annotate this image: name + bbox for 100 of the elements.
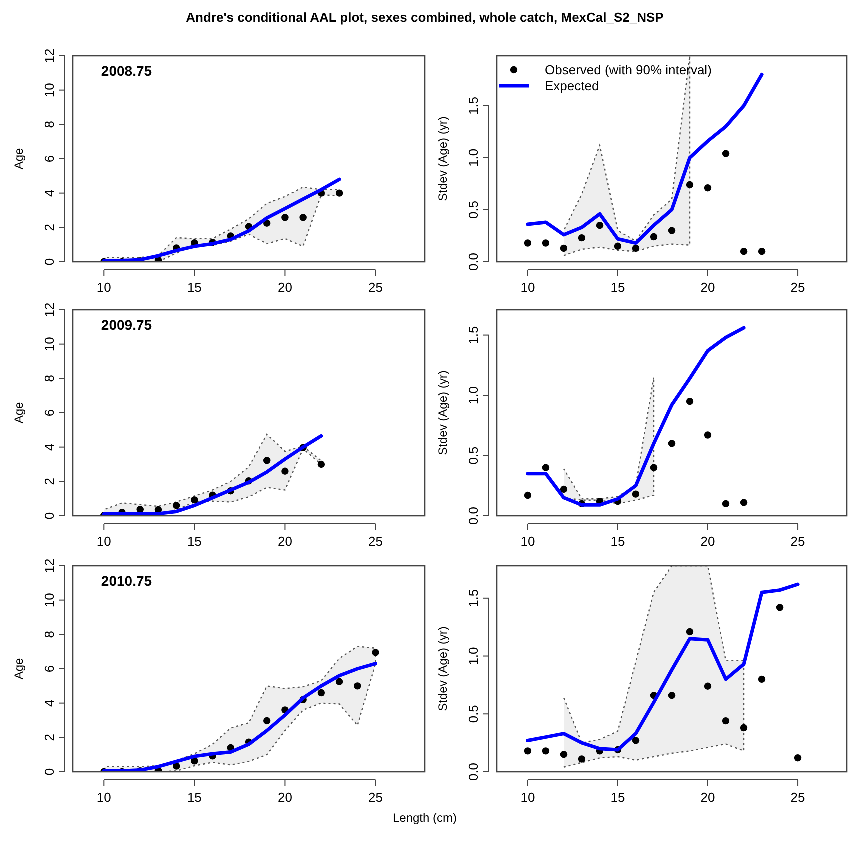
- x-tick-label: 10: [520, 534, 536, 549]
- y-tick-label: 1.0: [466, 386, 481, 405]
- x-tick-label: 10: [520, 790, 536, 805]
- y-tick-label: 10: [42, 83, 57, 98]
- y-tick-label: 8: [42, 631, 57, 638]
- x-tick-label: 15: [187, 790, 202, 805]
- x-tick-label: 25: [368, 534, 383, 549]
- y-tick-label: 0.0: [466, 762, 481, 782]
- annotation: 2008.75: [101, 63, 152, 79]
- y-tick-label: 6: [42, 665, 57, 673]
- y-tick-label: 0.0: [466, 506, 481, 526]
- y-tick-label: 2: [42, 224, 57, 232]
- y-axis-title: Age: [12, 148, 26, 170]
- point: [191, 758, 198, 765]
- point: [704, 184, 712, 192]
- point: [318, 689, 326, 697]
- point: [354, 682, 362, 690]
- x-tick-label: 10: [96, 790, 112, 805]
- point: [542, 748, 550, 755]
- legend-label: Observed (with 90% interval): [545, 62, 712, 78]
- point: [542, 240, 550, 247]
- point: [336, 678, 344, 686]
- point: [758, 248, 766, 256]
- x-tick-label: 20: [700, 534, 716, 549]
- y-tick-label: 1.5: [466, 96, 481, 115]
- point: [191, 496, 198, 504]
- point: [794, 754, 802, 762]
- x-tick-label: 15: [610, 534, 626, 549]
- point: [136, 506, 144, 514]
- x-tick-label: 15: [610, 790, 626, 805]
- point: [668, 440, 676, 448]
- y-axis-title: Stdev (Age) (yr): [436, 116, 450, 202]
- y-tick-label: 12: [42, 48, 57, 64]
- point: [704, 432, 712, 439]
- y-tick-label: 0.5: [466, 200, 481, 220]
- annotation: 2009.75: [101, 317, 152, 333]
- x-tick-label: 25: [368, 280, 383, 295]
- point: [300, 214, 307, 222]
- y-tick-label: 0.5: [466, 705, 481, 724]
- point: [722, 500, 730, 508]
- x-tick-label: 20: [278, 534, 292, 549]
- x-axis-title: Length (cm): [392, 811, 458, 825]
- y-axis-title: Age: [12, 658, 26, 680]
- point: [722, 150, 730, 158]
- x-tick-label: 20: [278, 790, 292, 805]
- y-tick-label: 12: [42, 558, 57, 574]
- x-tick-label: 15: [610, 280, 626, 295]
- y-tick-label: 0: [42, 258, 57, 266]
- x-tick-label: 25: [790, 534, 806, 549]
- y-axis-title: Stdev (Age) (yr): [436, 626, 450, 712]
- chart-title: Andre's conditional AAL plot, sexes combined, whole catch, MexCal_S2_NSP: [186, 10, 664, 25]
- point: [776, 604, 784, 612]
- y-tick-label: 8: [42, 375, 57, 382]
- x-tick-label: 10: [96, 280, 112, 295]
- point: [172, 762, 180, 770]
- y-tick-label: 4: [42, 700, 57, 707]
- y-tick-label: 8: [42, 121, 57, 128]
- point: [524, 748, 532, 755]
- x-tick-label: 20: [700, 280, 716, 295]
- point: [524, 492, 532, 500]
- y-tick-label: 0.5: [466, 446, 481, 465]
- y-tick-label: 6: [42, 155, 57, 163]
- x-tick-label: 10: [96, 534, 112, 549]
- x-tick-label: 25: [790, 790, 806, 805]
- y-tick-label: 1.5: [466, 326, 481, 344]
- legend-label: Expected: [545, 78, 600, 94]
- annotation: 2010.75: [101, 573, 152, 589]
- y-tick-label: 2: [42, 478, 57, 486]
- point: [740, 248, 748, 256]
- x-tick-label: 15: [187, 534, 202, 549]
- point: [282, 214, 289, 222]
- x-tick-label: 10: [520, 280, 536, 295]
- point: [524, 240, 532, 247]
- x-tick-label: 20: [278, 280, 292, 295]
- y-tick-label: 1.0: [466, 148, 481, 167]
- y-tick-label: 10: [42, 337, 57, 352]
- y-tick-label: 4: [42, 190, 57, 197]
- y-tick-label: 12: [42, 302, 57, 318]
- x-tick-label: 25: [368, 790, 383, 805]
- point: [372, 649, 380, 656]
- x-tick-label: 20: [700, 790, 716, 805]
- y-tick-label: 0: [42, 512, 57, 520]
- y-tick-label: 1.0: [466, 647, 481, 666]
- point: [264, 717, 271, 725]
- point: [336, 190, 344, 197]
- y-tick-label: 0.0: [466, 252, 481, 272]
- x-tick-label: 25: [790, 280, 806, 295]
- y-axis-title: Age: [12, 402, 26, 424]
- point: [758, 676, 766, 684]
- point: [318, 460, 326, 468]
- y-tick-label: 1.5: [466, 589, 481, 608]
- y-tick-label: 6: [42, 409, 57, 417]
- y-axis-title: Stdev (Age) (yr): [436, 370, 450, 456]
- point: [686, 398, 694, 406]
- y-tick-label: 10: [42, 593, 57, 608]
- point: [542, 464, 550, 472]
- x-tick-label: 15: [187, 280, 202, 295]
- point: [264, 457, 271, 464]
- y-tick-label: 0: [42, 768, 57, 776]
- point: [172, 502, 180, 510]
